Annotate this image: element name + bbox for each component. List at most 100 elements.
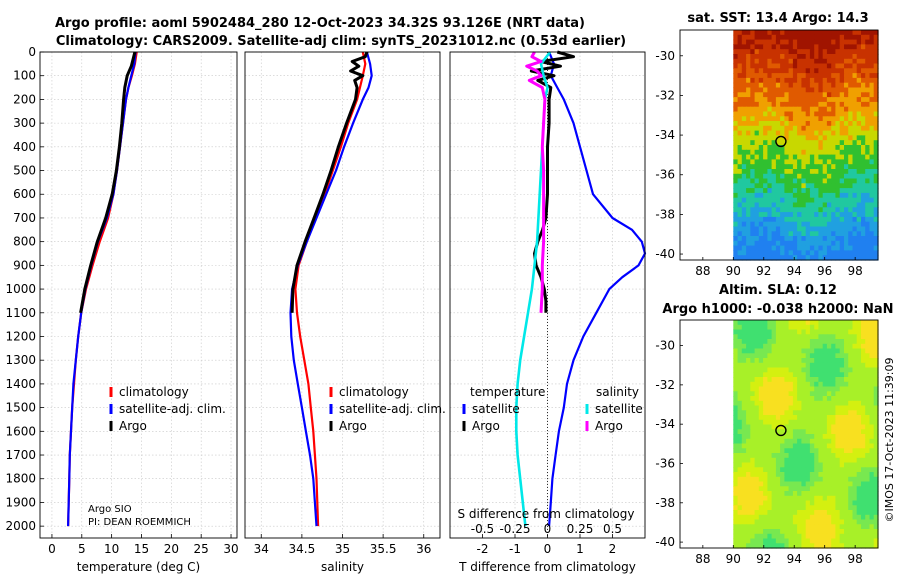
map-cell bbox=[792, 212, 798, 218]
map-cell bbox=[873, 140, 879, 146]
map-cell bbox=[852, 415, 858, 421]
map-cell bbox=[852, 476, 858, 483]
map-cell bbox=[835, 178, 841, 184]
map-cell bbox=[826, 106, 832, 113]
map-cell bbox=[767, 63, 773, 69]
map-cell bbox=[801, 97, 807, 103]
map-cell bbox=[869, 154, 875, 160]
map-cell bbox=[839, 245, 845, 251]
map-cell bbox=[737, 358, 743, 364]
map-cell bbox=[873, 434, 879, 440]
map-cell bbox=[746, 438, 751, 445]
map-cell bbox=[758, 101, 764, 108]
map-cell bbox=[767, 353, 773, 359]
map-cell bbox=[818, 505, 824, 511]
map-cell bbox=[873, 44, 879, 50]
map-cell bbox=[750, 500, 756, 506]
map-cell bbox=[788, 481, 794, 487]
map-cell bbox=[775, 34, 781, 41]
salinity-diff-tick-label: 0 bbox=[544, 522, 552, 536]
map-cell bbox=[822, 495, 828, 502]
map-x-tick-label: 98 bbox=[848, 264, 863, 278]
map-cell bbox=[822, 419, 828, 426]
map-cell bbox=[733, 543, 739, 549]
map-cell bbox=[750, 491, 756, 497]
map-cell bbox=[822, 510, 828, 516]
map-cell bbox=[763, 154, 768, 160]
map-cell bbox=[741, 533, 747, 540]
map-cell bbox=[873, 145, 879, 151]
map-cell bbox=[818, 329, 824, 335]
map-cell bbox=[805, 173, 811, 180]
map-cell bbox=[809, 481, 815, 487]
map-cell bbox=[839, 424, 845, 430]
map-cell bbox=[775, 250, 781, 256]
map-cell bbox=[826, 173, 832, 180]
map-cell bbox=[771, 54, 777, 60]
map-cell bbox=[848, 39, 854, 45]
map-cell bbox=[754, 149, 760, 156]
map-cell bbox=[805, 510, 811, 516]
map-cell bbox=[831, 49, 837, 55]
map-cell bbox=[865, 68, 871, 74]
map-cell bbox=[818, 221, 824, 228]
map-cell bbox=[848, 514, 854, 521]
map-cell bbox=[758, 353, 764, 359]
map-cell bbox=[826, 486, 832, 492]
map-cell bbox=[818, 236, 824, 242]
map-cell bbox=[792, 353, 798, 359]
map-cell bbox=[805, 58, 811, 65]
map-cell bbox=[754, 438, 760, 445]
map-cell bbox=[814, 197, 820, 204]
map-cell bbox=[797, 339, 802, 345]
map-cell bbox=[780, 358, 785, 364]
map-cell bbox=[809, 529, 815, 535]
map-cell bbox=[822, 481, 828, 487]
map-cell bbox=[750, 106, 756, 113]
map-cell bbox=[746, 472, 751, 478]
map-cell bbox=[792, 173, 798, 180]
map-cell bbox=[754, 481, 760, 487]
map-cell bbox=[852, 240, 858, 247]
map-cell bbox=[750, 135, 756, 141]
map-cell bbox=[780, 63, 785, 69]
map-cell bbox=[869, 82, 875, 89]
map-cell bbox=[839, 339, 845, 345]
map-cell bbox=[839, 202, 845, 208]
map-cell bbox=[792, 34, 798, 41]
map-cell bbox=[805, 116, 811, 122]
map-cell bbox=[733, 101, 739, 108]
map-cell bbox=[818, 44, 824, 50]
map-cell bbox=[754, 486, 760, 492]
map-cell bbox=[865, 538, 871, 544]
map-cell bbox=[818, 197, 824, 204]
map-cell bbox=[835, 358, 841, 364]
map-cell bbox=[852, 519, 858, 525]
map-cell bbox=[826, 207, 832, 213]
map-cell bbox=[869, 386, 875, 392]
map-cell bbox=[797, 505, 802, 511]
map-cell bbox=[784, 348, 790, 354]
map-cell bbox=[831, 121, 837, 127]
map-cell bbox=[873, 372, 879, 378]
map-cell bbox=[848, 68, 854, 74]
map-cell bbox=[873, 429, 879, 435]
axes-frame bbox=[39, 51, 238, 539]
map-cell bbox=[780, 77, 785, 84]
map-cell bbox=[754, 250, 760, 256]
map-cell bbox=[814, 240, 820, 247]
map-cell bbox=[788, 58, 794, 65]
map-cell bbox=[848, 405, 854, 411]
map-cell bbox=[784, 396, 790, 402]
map-cell bbox=[758, 111, 764, 117]
map-cell bbox=[801, 44, 807, 50]
map-cell bbox=[746, 164, 751, 170]
map-cell bbox=[797, 524, 802, 530]
map-cell bbox=[822, 405, 828, 411]
map-cell bbox=[848, 533, 854, 540]
salinity-panel: 34 34.5 35 35.5 36salinityclimatologysatelli… bbox=[244, 51, 446, 574]
map-cell bbox=[818, 63, 824, 69]
map-cell bbox=[750, 87, 756, 93]
map-cell bbox=[801, 63, 807, 69]
map-cell bbox=[865, 221, 871, 228]
